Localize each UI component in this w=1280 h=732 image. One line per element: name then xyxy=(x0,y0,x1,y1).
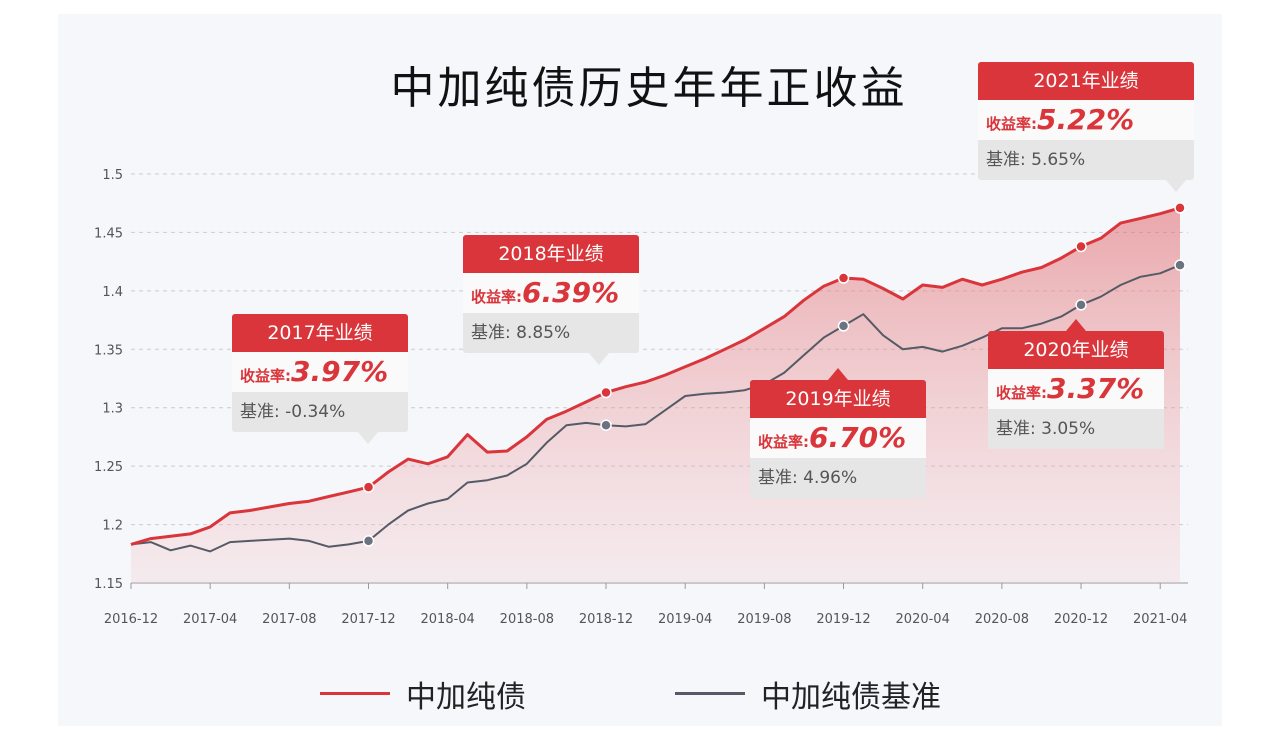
annotation-rate-value: 5.22% xyxy=(1037,103,1135,136)
fund-year-marker xyxy=(1075,240,1087,253)
benchmark-year-marker xyxy=(837,320,850,332)
annotation-rate-value: 3.97% xyxy=(291,355,389,388)
annotation-rate-label: 收益率: xyxy=(996,384,1047,402)
x-tick-label: 2018-08 xyxy=(500,612,554,627)
annotation-rate-row: 收益率:5.22% xyxy=(978,100,1194,140)
annotation-heading: 2020年业绩 xyxy=(988,331,1164,369)
y-tick-label: 1.4 xyxy=(102,285,123,300)
annotation-pointer xyxy=(589,353,609,365)
annotation-2017: 2017年业绩 收益率:3.97% 基准: -0.34% xyxy=(232,314,408,444)
y-tick-label: 1.5 xyxy=(102,168,123,183)
annotation-pointer xyxy=(1066,319,1086,331)
y-tick-label: 1.25 xyxy=(94,460,123,475)
annotation-rate-row: 收益率:6.70% xyxy=(750,418,926,458)
y-tick-label: 1.3 xyxy=(102,402,123,417)
benchmark-year-marker xyxy=(1174,259,1186,271)
y-tick-label: 1.2 xyxy=(102,519,123,534)
x-tick-label: 2020-04 xyxy=(896,612,950,627)
annotation-heading: 2017年业绩 xyxy=(232,314,408,352)
annotation-rate-value: 3.37% xyxy=(1047,372,1145,405)
legend-label-fund: 中加纯债 xyxy=(406,680,526,715)
annotation-benchmark: 基准: 3.05% xyxy=(988,409,1164,449)
fund-series-line xyxy=(130,206,1181,546)
fund-year-marker xyxy=(837,272,850,284)
annotation-rate-row: 收益率:3.37% xyxy=(988,369,1164,409)
annotation-2019: 2019年业绩 收益率:6.70% 基准: 4.96% xyxy=(750,368,926,498)
x-tick-label: 2016-12 xyxy=(104,612,158,627)
annotation-benchmark: 基准: 4.96% xyxy=(750,458,926,498)
benchmark-year-marker xyxy=(1075,299,1087,311)
annotation-rate-value: 6.70% xyxy=(809,421,907,454)
annotation-rate-value: 6.39% xyxy=(522,276,620,309)
annotation-2021: 2021年业绩 收益率:5.22% 基准: 5.65% xyxy=(978,62,1194,192)
fund-year-marker xyxy=(600,386,612,399)
benchmark-year-marker xyxy=(600,419,612,431)
annotation-rate-label: 收益率: xyxy=(471,288,522,306)
x-tick-label: 2018-04 xyxy=(421,612,475,627)
benchmark-year-marker xyxy=(362,535,375,547)
x-tick-label: 2018-12 xyxy=(579,612,633,627)
x-tick-label: 2020-08 xyxy=(975,612,1029,627)
annotation-benchmark: 基准: 8.85% xyxy=(463,313,639,353)
annotation-pointer xyxy=(358,432,378,444)
legend-label-benchmark: 中加纯债基准 xyxy=(761,680,941,715)
x-tick-label: 2019-12 xyxy=(816,612,870,627)
annotation-benchmark: 基准: -0.34% xyxy=(232,392,408,432)
annotation-rate-label: 收益率: xyxy=(240,367,291,385)
annotation-rate-label: 收益率: xyxy=(758,433,809,451)
fund-year-marker xyxy=(362,481,375,493)
x-tick-label: 2019-04 xyxy=(658,612,712,627)
annotation-pointer xyxy=(1166,180,1186,192)
annotation-rate-label: 收益率: xyxy=(986,115,1037,133)
benchmark-series-line xyxy=(130,264,1181,553)
annotation-pointer xyxy=(828,368,848,380)
annotation-rate-row: 收益率:6.39% xyxy=(463,273,639,313)
x-tick-label: 2017-08 xyxy=(262,612,316,627)
annotation-heading: 2018年业绩 xyxy=(463,235,639,273)
annotation-rate-row: 收益率:3.97% xyxy=(232,352,408,392)
x-tick-label: 2019-08 xyxy=(737,612,791,627)
annotation-benchmark: 基准: 5.65% xyxy=(978,140,1194,180)
legend-swatch-fund xyxy=(320,692,390,695)
x-tick-label: 2021-04 xyxy=(1133,612,1187,627)
fund-year-marker xyxy=(1174,202,1186,214)
y-tick-label: 1.15 xyxy=(94,577,123,592)
annotation-2018: 2018年业绩 收益率:6.39% 基准: 8.85% xyxy=(463,235,639,365)
y-tick-label: 1.35 xyxy=(94,343,123,358)
legend-swatch-benchmark xyxy=(675,692,745,695)
annotation-heading: 2021年业绩 xyxy=(978,62,1194,100)
annotation-2020: 2020年业绩 收益率:3.37% 基准: 3.05% xyxy=(988,319,1164,449)
annotation-heading: 2019年业绩 xyxy=(750,380,926,418)
chart-title: 中加纯债历史年年正收益 xyxy=(390,63,908,114)
x-tick-label: 2020-12 xyxy=(1054,612,1108,627)
x-tick-label: 2017-04 xyxy=(183,612,237,627)
x-tick-label: 2017-12 xyxy=(341,612,395,627)
y-tick-label: 1.45 xyxy=(94,226,123,241)
